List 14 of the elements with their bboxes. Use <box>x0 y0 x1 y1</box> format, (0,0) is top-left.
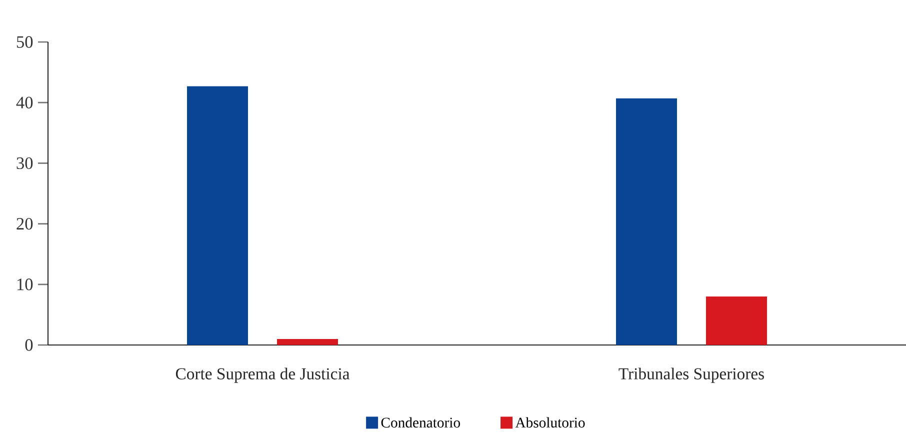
bar <box>616 98 678 345</box>
y-tick-label: 10 <box>17 278 33 290</box>
y-tick-label: 50 <box>16 36 33 48</box>
legend-label: Absolutorio <box>515 417 585 428</box>
legend-label: Condenatorio <box>381 417 460 428</box>
bar <box>187 86 248 345</box>
y-tick-label: 20 <box>16 218 33 230</box>
y-tick-label: 40 <box>16 96 33 108</box>
bar <box>277 338 338 345</box>
y-tick-label: 30 <box>16 157 33 170</box>
y-tick-label: 0 <box>25 339 33 351</box>
x-tick-label: Corte Suprema de Justicia <box>176 368 350 383</box>
bar <box>706 296 768 345</box>
x-tick-label: Tribunales Superiores <box>618 368 764 383</box>
